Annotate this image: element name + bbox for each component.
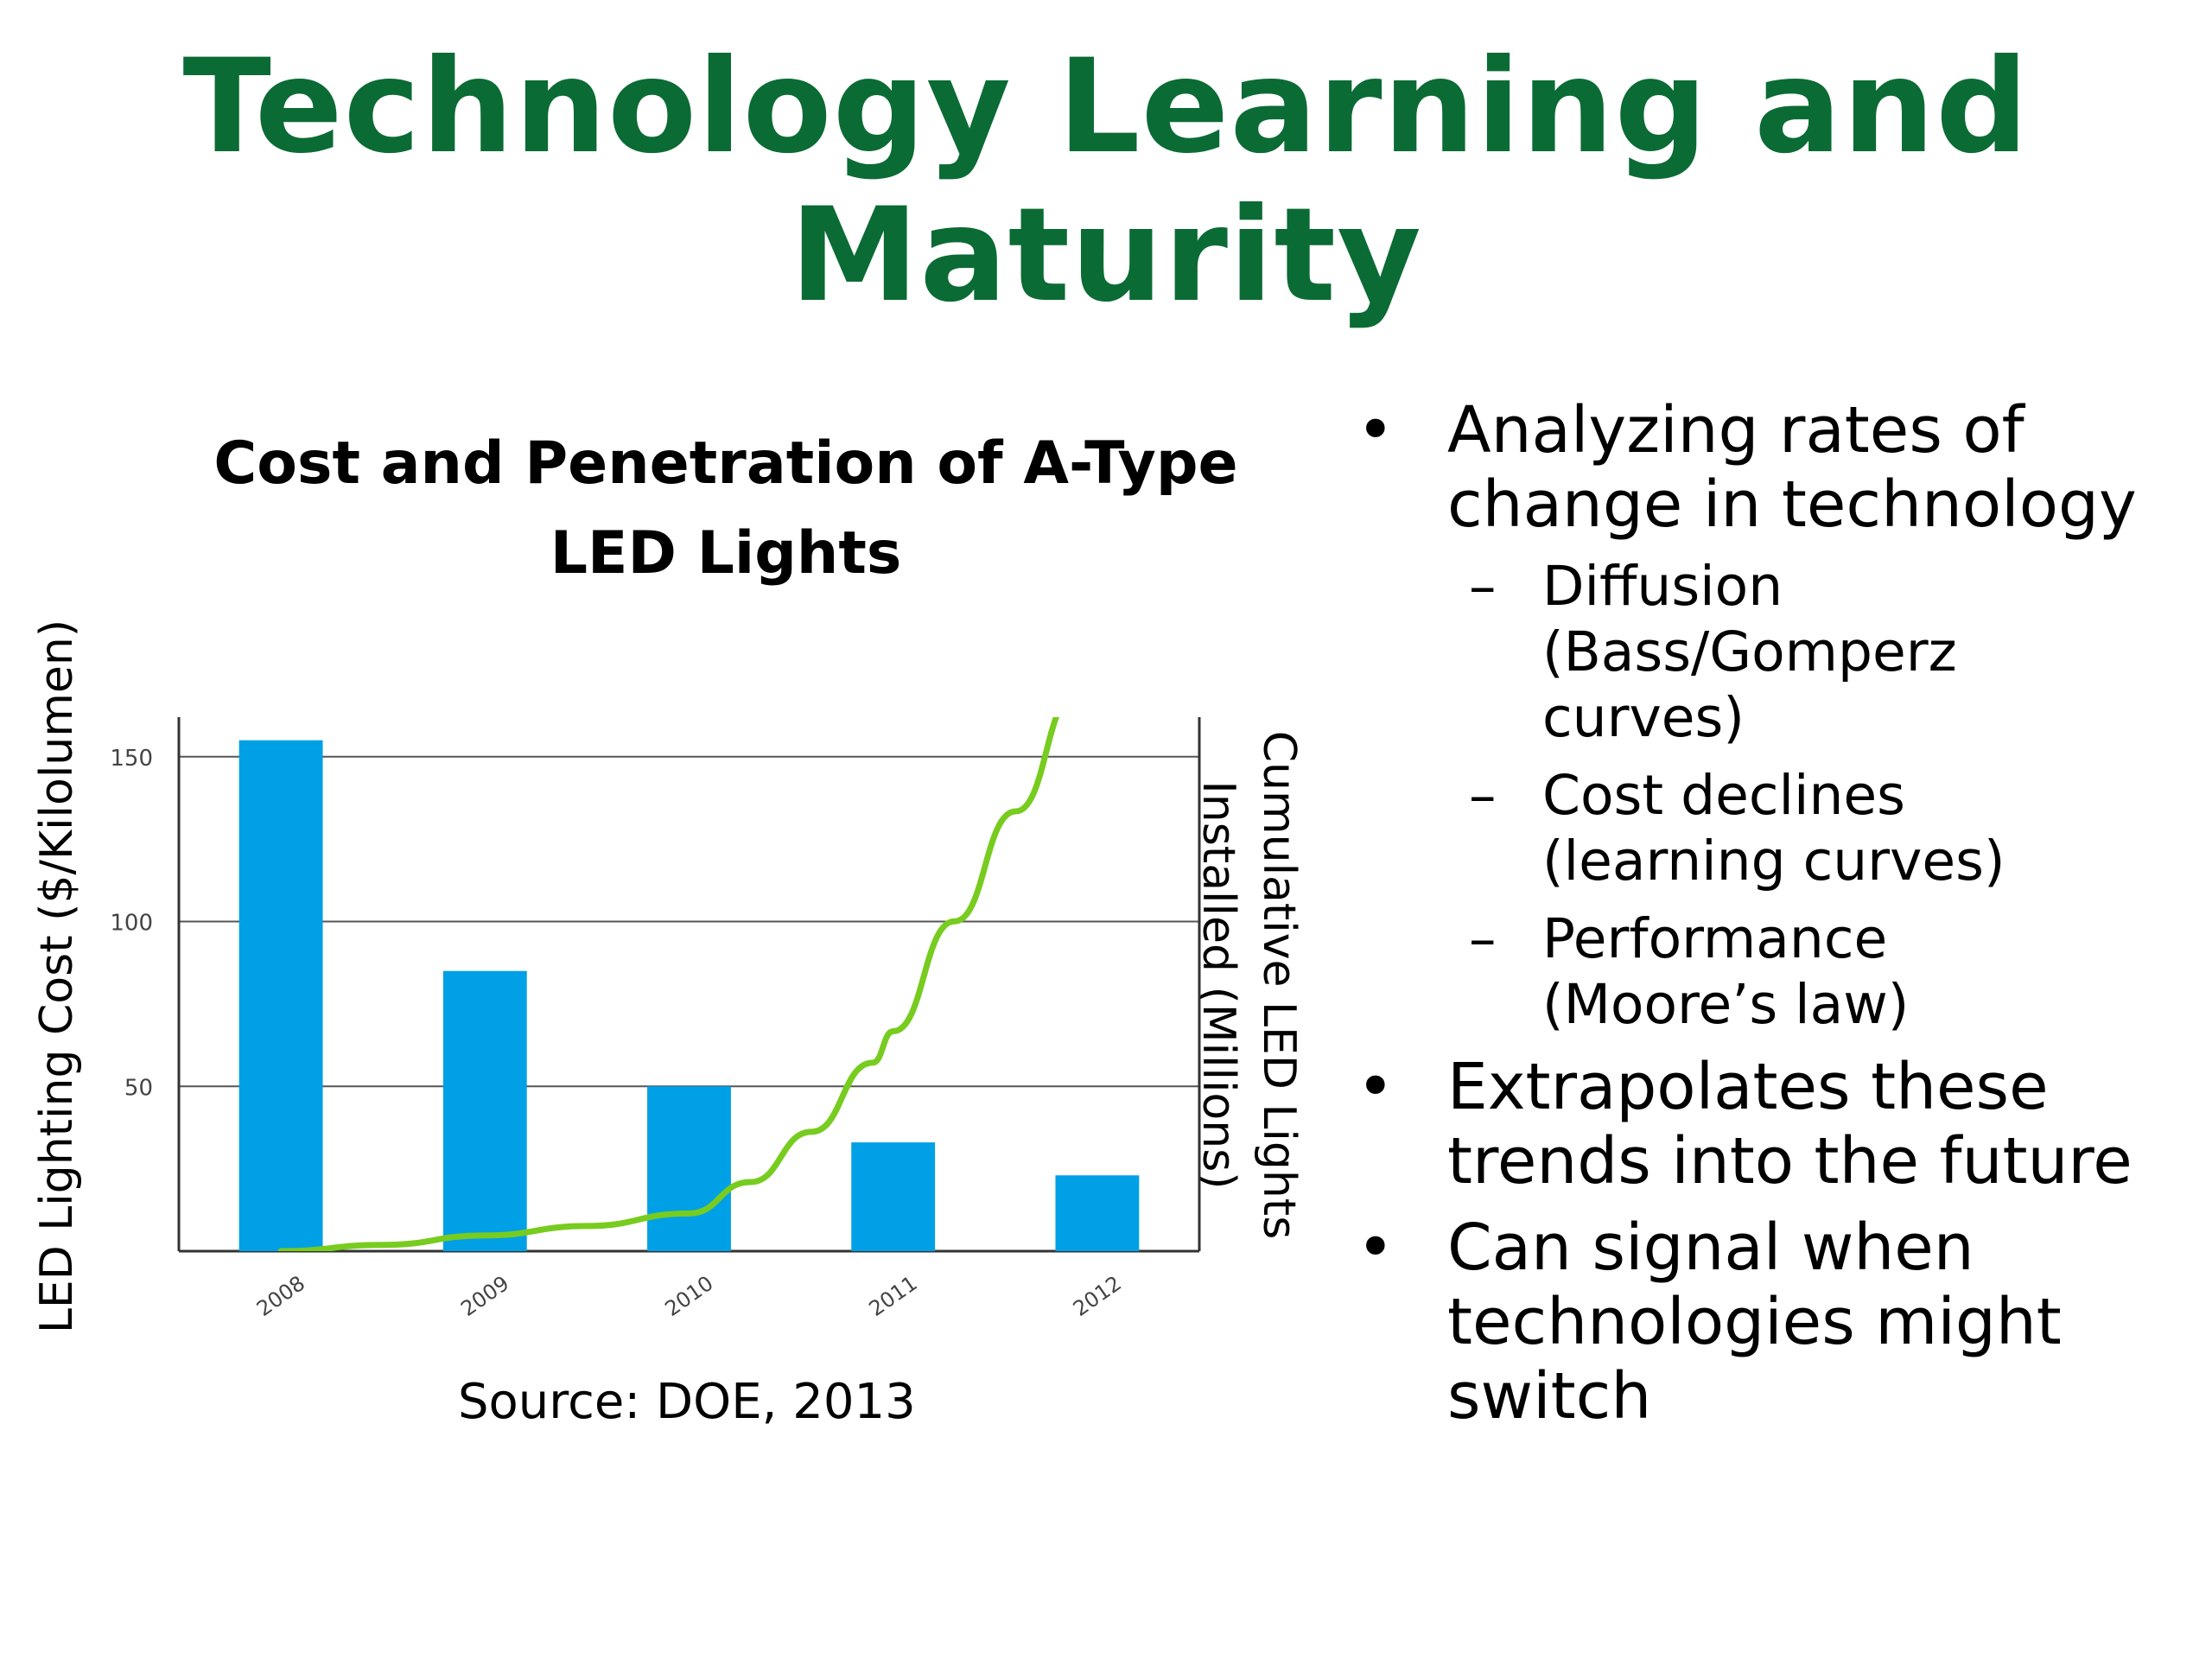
sub-bullet-text-line: (Moore’s law): [1542, 973, 1910, 1036]
sub-bullet-text-line: Diffusion: [1542, 555, 1783, 618]
sub-bullet-text-line: Performance: [1542, 907, 1888, 970]
y-tick-label: 50: [124, 1075, 153, 1101]
x-tick-label: 2008: [252, 1271, 309, 1321]
chart-source: Source: DOE, 2013: [458, 1374, 916, 1430]
bar-2011: [851, 1142, 936, 1251]
chart-title: Cost and Penetration of A-Type LED Light…: [190, 419, 1262, 599]
bullet-glyph: •: [1357, 393, 1395, 467]
x-tick-label: 2010: [660, 1271, 717, 1321]
cumulative-led-line: [277, 717, 1060, 1251]
y-tick-label: 100: [110, 911, 153, 937]
bullet-text-line: Extrapolates these: [1447, 1050, 2049, 1124]
slide-title-line-1: Technology Learning and: [182, 32, 2030, 182]
bullet-item-analyzing: • Analyzing rates of change in technolog…: [1357, 393, 2212, 542]
bar-2009: [442, 970, 527, 1251]
sub-bullet-cost-declines: – Cost declines (learning curves): [1357, 763, 2212, 894]
bullet-glyph: •: [1357, 1050, 1395, 1124]
sub-bullet-text-line: (learning curves): [1542, 830, 2005, 893]
x-tick-label: 2009: [456, 1271, 513, 1321]
y-tick-label: 150: [110, 746, 153, 772]
bullet-text-line: switch: [1447, 1359, 1652, 1433]
chart-title-line-1: Cost and Penetration of A-Type: [213, 429, 1238, 498]
slide-title-line-2: Maturity: [790, 181, 1422, 331]
bullet-item-signal: • Can signal when technologies might swi…: [1357, 1211, 2212, 1433]
sub-bullet-text-line: curves): [1542, 686, 1745, 749]
bullet-text-line: change in technology: [1447, 467, 2137, 542]
x-tick-label: 2012: [1069, 1271, 1126, 1321]
dash-glyph: –: [1469, 764, 1497, 827]
chart-title-line-2: LED Lights: [550, 519, 902, 588]
bar-2012: [1055, 1175, 1140, 1251]
bullet-item-extrapolates: • Extrapolates these trends into the fut…: [1357, 1050, 2212, 1198]
bullet-text-line: technologies might: [1447, 1285, 2062, 1359]
bullet-text-line: Analyzing rates of: [1447, 393, 2024, 467]
bullet-text-line: trends into the future: [1447, 1124, 2133, 1198]
dash-glyph: –: [1469, 907, 1497, 970]
x-tick-label: 2011: [865, 1271, 922, 1321]
sub-bullet-performance: – Performance (Moore’s law): [1357, 906, 2212, 1038]
dash-glyph: –: [1469, 555, 1497, 618]
bullet-glyph: •: [1357, 1211, 1395, 1285]
sub-bullet-text-line: (Bass/Gomperz: [1542, 620, 1957, 683]
slide-title: Technology Learning and Maturity: [0, 33, 2212, 330]
bullet-text-line: Can signal when: [1447, 1211, 1974, 1285]
sub-bullet-text-line: Cost declines: [1542, 764, 1905, 827]
bar-2010: [647, 1086, 731, 1251]
bar-2008: [238, 740, 323, 1251]
bullet-list: • Analyzing rates of change in technolog…: [1357, 393, 2212, 1446]
sub-bullet-diffusion: – Diffusion (Bass/Gomperz curves): [1357, 554, 2212, 751]
